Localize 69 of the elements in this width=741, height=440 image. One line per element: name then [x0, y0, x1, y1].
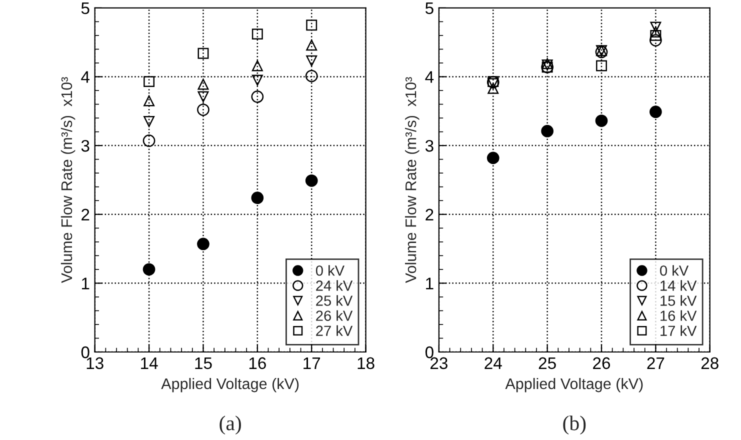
x-tick-label: 23 [430, 357, 448, 370]
y-tick-label: 5 [425, 2, 434, 14]
point [305, 174, 318, 187]
y-tick-label: 1 [426, 278, 434, 290]
y-tick-label: 0 [81, 346, 90, 358]
y-tick-label: 4 [425, 71, 434, 83]
point [198, 91, 209, 102]
y-axis-title: Volume Flow Rate (m³/s) x10³ [60, 77, 76, 284]
y-tick-label: 1 [82, 278, 90, 290]
point [305, 70, 318, 82]
point [252, 74, 263, 86]
legend-label: 27 kV [316, 325, 353, 336]
legend-label: 25 kV [316, 295, 353, 306]
x-tick-label: 17 [304, 357, 320, 369]
legend-label: 26 kV [316, 310, 353, 321]
point [198, 78, 209, 90]
point [650, 106, 662, 118]
x-tick-label: 24 [484, 357, 502, 369]
point [650, 34, 662, 46]
y-tick-label: 0 [425, 346, 434, 358]
x-tick-label: 28 [701, 357, 718, 370]
point [252, 60, 263, 72]
point [650, 22, 662, 33]
point [252, 28, 263, 40]
x-axis-title: Applied Voltage (kV) [161, 378, 299, 392]
x-tick-label: 15 [195, 357, 212, 370]
x-axis-title: Applied Voltage (kV) [505, 378, 643, 392]
point [198, 48, 209, 59]
y-tick-label: 3 [81, 140, 90, 152]
x-tick-label: 13 [86, 357, 104, 370]
x-tick-label: 26 [593, 357, 610, 370]
point [488, 82, 499, 94]
legend-label: 15 kV [660, 295, 697, 306]
x-tick-label: 25 [538, 357, 556, 370]
point [595, 114, 608, 127]
point [142, 263, 156, 276]
x-tick-label: 27 [647, 357, 664, 369]
legend-label: 24 kV [316, 280, 353, 291]
legend-label: 0 kV [316, 265, 344, 276]
point [197, 104, 210, 116]
legend-label: 14 kV [660, 280, 697, 291]
text: (b) [563, 416, 586, 435]
point [541, 124, 554, 138]
point [251, 90, 264, 103]
point [306, 40, 318, 51]
y-tick-label: 2 [426, 208, 434, 220]
legend-label: 0 kV [660, 265, 689, 276]
point [144, 76, 155, 88]
point [650, 30, 662, 41]
point [596, 60, 607, 72]
point [144, 116, 155, 127]
text: (a) [220, 416, 241, 435]
x-tick-label: 14 [141, 357, 158, 369]
point [306, 20, 318, 31]
point [486, 152, 500, 164]
point [197, 238, 210, 250]
y-tick-label: 5 [81, 2, 90, 14]
point [142, 134, 156, 147]
y-tick-label: 3 [425, 140, 434, 152]
x-tick-label: 16 [249, 357, 266, 370]
legend-label: 16 kV [660, 310, 697, 321]
y-axis-title: Volume Flow Rate (m³/s) x10³ [405, 77, 420, 284]
x-tick-label: 18 [358, 357, 374, 370]
y-tick-label: 4 [81, 71, 90, 83]
point [144, 95, 155, 106]
y-tick-label: 2 [82, 208, 90, 220]
point [251, 192, 264, 204]
point [306, 55, 318, 66]
legend-label: 17 kV [660, 325, 697, 336]
